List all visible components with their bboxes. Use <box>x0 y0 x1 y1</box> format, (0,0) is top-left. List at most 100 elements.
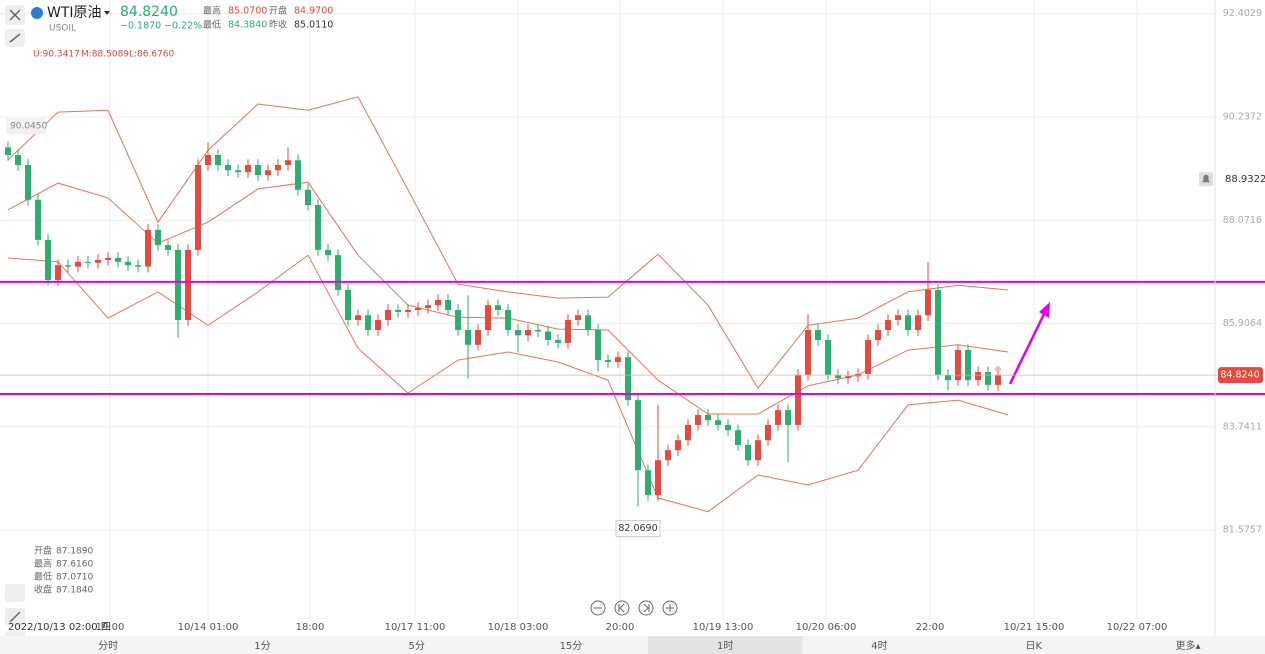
candle-body <box>755 440 761 461</box>
candle-body <box>995 375 1001 385</box>
indicator: M:88.5089 <box>81 50 129 60</box>
candle-body <box>65 265 71 267</box>
candle-body <box>835 374 841 379</box>
candle-body <box>645 470 651 496</box>
tab-label[interactable]: 4时 <box>871 640 887 652</box>
candle-body <box>105 258 111 260</box>
x-tick-label: 10/19 13:00 <box>693 622 754 633</box>
tab-label[interactable]: 15分 <box>560 640 583 652</box>
x-tick-label: 10/18 03:00 <box>488 622 549 633</box>
indicator: L:86.6760 <box>129 50 175 60</box>
crosshair-time: 2022/10/13 02:00 四 <box>8 622 111 633</box>
candle-body <box>25 165 31 200</box>
annotation-arrow <box>1008 309 1048 385</box>
candle-body <box>615 357 621 362</box>
candle-body <box>75 261 81 267</box>
ohlc-label: 收盘 <box>34 584 52 596</box>
tab-bar <box>0 636 1265 654</box>
candle-body <box>585 315 591 331</box>
candle-body <box>535 330 541 332</box>
x-tick-label: 10/21 15:00 <box>1004 622 1065 633</box>
candle-body <box>45 239 51 280</box>
candle-body <box>685 424 691 441</box>
ohlc-label: 最低 <box>34 571 52 583</box>
first[interactable] <box>614 600 630 616</box>
stat-value: 84.3840 <box>228 20 267 31</box>
candle-body <box>595 330 601 361</box>
candle-body <box>745 444 751 461</box>
ohlc-value: 87.1840 <box>56 586 93 596</box>
y-tick-label: 85.9064 <box>1223 318 1262 329</box>
last-price-label: 84.8240 <box>1220 370 1259 381</box>
band-lower <box>7 254 1009 513</box>
y-tick-label: 81.5757 <box>1223 525 1262 536</box>
stat-value: 84.9700 <box>294 6 333 17</box>
candle-body <box>905 315 911 331</box>
bell <box>1202 174 1210 183</box>
change-pct: −0.22% <box>164 21 202 32</box>
candle-body <box>575 315 581 321</box>
candle-body <box>795 374 801 425</box>
candle-body <box>395 310 401 312</box>
candle-body <box>275 165 281 171</box>
indicator: U:90.3417 <box>33 50 80 60</box>
close-icon <box>9 9 21 21</box>
candle-body <box>455 310 461 331</box>
candle-body <box>285 160 291 166</box>
tab-label[interactable]: 1分 <box>254 640 270 652</box>
hover-price-label: 90.0450 <box>10 122 47 132</box>
candle-body <box>505 310 511 331</box>
candle-body <box>955 350 961 381</box>
last[interactable] <box>638 600 654 616</box>
candle-body <box>555 340 561 343</box>
candle-body <box>155 229 161 246</box>
candle-body <box>175 249 181 321</box>
candle-body <box>235 170 241 173</box>
plot <box>0 0 1265 620</box>
tab-label[interactable]: 5分 <box>408 640 424 652</box>
indicator-tool[interactable] <box>5 584 25 602</box>
candle-body <box>165 245 171 250</box>
candle-body <box>465 330 471 345</box>
candle-body <box>705 414 711 421</box>
candle-body <box>725 424 731 431</box>
candle-body <box>375 320 381 331</box>
candle-body <box>675 440 681 451</box>
candle-body <box>305 189 311 206</box>
candle-body <box>295 160 301 190</box>
x-tick-label: 10/14 01:00 <box>178 622 239 633</box>
candle-body <box>225 165 231 171</box>
tab-label[interactable]: 日K <box>1025 641 1042 652</box>
candle-body <box>875 330 881 341</box>
annotation-arrowhead <box>1039 302 1050 318</box>
candle-body <box>365 315 371 331</box>
candle-body <box>975 372 981 381</box>
tab-label[interactable]: 更多▴ <box>1175 639 1200 652</box>
tab-label[interactable]: 分时 <box>98 640 118 652</box>
candle-body <box>655 460 661 496</box>
dropdown-caret[interactable] <box>104 11 110 15</box>
candle-body <box>345 289 351 321</box>
candle-body <box>135 265 141 267</box>
candle-body <box>695 414 701 425</box>
candle-body <box>355 315 361 321</box>
candle-body <box>605 360 611 362</box>
candle-body <box>55 265 61 280</box>
band-upper <box>7 96 1009 390</box>
candle-body <box>405 310 411 312</box>
candle-body <box>255 165 261 176</box>
candle-body <box>145 229 151 267</box>
candle-body <box>485 305 491 331</box>
candle-body <box>785 410 791 425</box>
candle-body <box>715 420 721 425</box>
symbol-name: WTI原油 <box>47 5 102 21</box>
candle-body <box>965 350 971 381</box>
candle-body <box>765 424 771 441</box>
candle-body <box>325 249 331 256</box>
change: −0.1870 <box>120 21 161 32</box>
logo <box>31 7 43 19</box>
tab-label[interactable]: 1时 <box>717 640 733 652</box>
